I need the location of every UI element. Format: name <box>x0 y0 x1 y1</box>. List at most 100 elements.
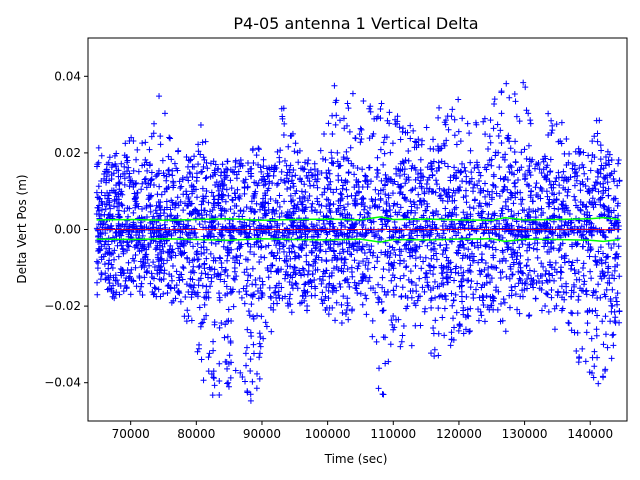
scatter-point <box>366 164 373 171</box>
scatter-point <box>203 174 210 181</box>
scatter-point <box>582 358 589 365</box>
scatter-point <box>572 270 579 277</box>
scatter-point <box>375 299 382 306</box>
scatter-point <box>556 182 563 189</box>
scatter-point <box>499 234 506 241</box>
scatter-point <box>277 147 284 154</box>
scatter-point <box>288 132 295 139</box>
scatter-point <box>336 240 343 247</box>
scatter-point <box>131 222 138 229</box>
scatter-point <box>190 230 197 237</box>
scatter-point <box>310 233 317 240</box>
scatter-point <box>106 201 113 208</box>
scatter-point <box>592 257 599 264</box>
scatter-point <box>311 283 318 290</box>
scatter-point <box>562 202 569 209</box>
scatter-point <box>134 189 141 196</box>
scatter-point <box>387 207 394 214</box>
scatter-point <box>597 228 604 235</box>
scatter-point <box>195 161 202 168</box>
scatter-point <box>301 159 308 166</box>
scatter-point <box>254 312 261 319</box>
scatter-point <box>614 262 621 269</box>
scatter-point <box>584 320 591 327</box>
scatter-point <box>389 140 396 147</box>
scatter-point <box>427 287 434 294</box>
scatter-point <box>325 120 332 127</box>
scatter-point <box>122 140 129 147</box>
scatter-point <box>106 257 113 264</box>
scatter-point <box>236 195 243 202</box>
scatter-point <box>342 224 349 231</box>
scatter-point <box>197 121 204 128</box>
scatter-point <box>180 223 187 230</box>
scatter-point <box>205 368 212 375</box>
scatter-point <box>139 140 146 147</box>
scatter-point <box>551 305 558 312</box>
scatter-point <box>112 272 119 279</box>
scatter-point <box>506 94 513 101</box>
scatter-point <box>526 312 533 319</box>
scatter-point <box>367 249 374 256</box>
scatter-point <box>443 274 450 281</box>
scatter-point <box>485 145 492 152</box>
scatter-point <box>532 230 539 237</box>
scatter-point <box>160 260 167 267</box>
scatter-point <box>186 169 193 176</box>
scatter-point <box>487 117 494 124</box>
scatter-point <box>361 233 368 240</box>
scatter-point <box>358 136 365 143</box>
scatter-point <box>539 279 546 286</box>
scatter-point <box>239 374 246 381</box>
scatter-point <box>267 268 274 275</box>
scatter-point <box>288 309 295 316</box>
scatter-point <box>210 374 217 381</box>
scatter-point <box>506 292 513 299</box>
scatter-point <box>475 317 482 324</box>
scatter-point <box>594 130 601 137</box>
scatter-point <box>279 113 286 120</box>
scatter-point <box>336 250 343 257</box>
scatter-point <box>260 163 267 170</box>
scatter-point <box>538 307 545 314</box>
scatter-point <box>154 270 161 277</box>
scatter-point <box>222 198 229 205</box>
scatter-point <box>247 173 254 180</box>
plot-area <box>93 79 623 404</box>
scatter-point <box>574 257 581 264</box>
x-tick-label: 70000 <box>112 427 150 441</box>
scatter-point <box>397 204 404 211</box>
scatter-point <box>301 281 308 288</box>
scatter-point <box>218 264 225 271</box>
scatter-point <box>276 295 283 302</box>
scatter-point <box>101 201 108 208</box>
scatter-point <box>323 257 330 264</box>
scatter-point <box>486 306 493 313</box>
scatter-point <box>381 150 388 157</box>
scatter-point <box>94 265 101 272</box>
scatter-point <box>318 296 325 303</box>
scatter-point <box>194 289 201 296</box>
scatter-point <box>263 165 270 172</box>
scatter-point <box>143 269 150 276</box>
scatter-point <box>361 203 368 210</box>
scatter-point <box>390 287 397 294</box>
scatter-point <box>323 203 330 210</box>
scatter-point <box>201 316 208 323</box>
scatter-point <box>258 243 265 250</box>
scatter-point <box>509 231 516 238</box>
scatter-point <box>319 289 326 296</box>
scatter-point <box>593 117 600 124</box>
scatter-point <box>550 198 557 205</box>
scatter-point <box>223 165 230 172</box>
scatter-point <box>599 194 606 201</box>
scatter-point <box>500 186 507 193</box>
scatter-point <box>412 138 419 145</box>
scatter-point <box>126 183 133 190</box>
scatter-point <box>246 223 253 230</box>
scatter-point <box>332 121 339 128</box>
scatter-point <box>487 139 494 146</box>
scatter-point <box>308 292 315 299</box>
scatter-point <box>417 177 424 184</box>
scatter-point <box>95 204 102 211</box>
